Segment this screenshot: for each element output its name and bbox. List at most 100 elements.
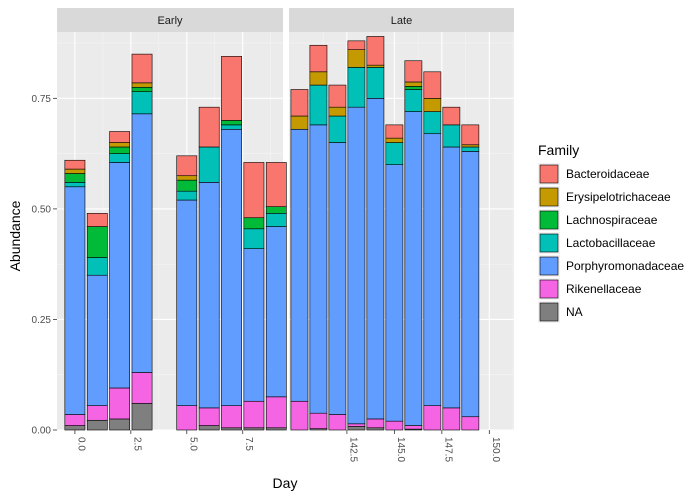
bar-stack xyxy=(176,155,198,431)
legend-swatch xyxy=(539,256,559,276)
legend-swatch xyxy=(539,279,559,299)
bar-segment-lactobacillaceae xyxy=(366,67,385,99)
bar-stack xyxy=(290,89,309,431)
x-axis-title: Day xyxy=(273,475,298,491)
legend-swatch xyxy=(539,187,559,207)
legend-item-lachnospiraceae: Lachnospiraceae xyxy=(538,209,658,231)
bar-segment-na xyxy=(64,425,86,431)
bar-segment-na xyxy=(243,427,265,431)
bar-segment-bacteroidaceae xyxy=(442,106,461,126)
bar-segment-bacteroidaceae xyxy=(404,60,423,83)
bar-segment-bacteroidaceae xyxy=(86,213,108,227)
bar-segment-erysipelotrichaceae xyxy=(290,115,309,130)
bar-segment-porphyromonadaceae xyxy=(243,248,265,402)
facet-strip-label: Late xyxy=(391,15,412,27)
x-tick-label: 147.5 xyxy=(442,437,453,462)
bar-segment-porphyromonadaceae xyxy=(309,124,328,414)
bar-segment-rikenellaceae xyxy=(243,400,265,429)
x-tick-label: 7.5 xyxy=(243,437,254,451)
legend-label: Erysipelotrichaceae xyxy=(566,190,671,204)
bar-segment-na xyxy=(366,427,385,431)
panel-early: Early xyxy=(57,8,287,431)
bar-segment-erysipelotrichaceae xyxy=(109,142,131,148)
bar-segment-bacteroidaceae xyxy=(385,124,404,139)
bar-segment-lactobacillaceae xyxy=(243,228,265,249)
bar-stack xyxy=(86,213,108,431)
bar-segment-erysipelotrichaceae xyxy=(64,168,86,174)
bar-segment-rikenellaceae xyxy=(423,405,442,431)
bar-segment-erysipelotrichaceae xyxy=(423,98,442,112)
bar-stack xyxy=(64,159,86,431)
bar-segment-na xyxy=(109,418,131,431)
bar-segment-erysipelotrichaceae xyxy=(328,106,347,117)
bar-segment-bacteroidaceae xyxy=(64,159,86,170)
bar-segment-erysipelotrichaceae xyxy=(131,82,153,88)
bar-stack xyxy=(366,36,385,431)
bar-segment-porphyromonadaceae xyxy=(442,146,461,409)
bar-segment-lachnospiraceae xyxy=(64,173,86,183)
bar-segment-porphyromonadaceae xyxy=(347,106,366,425)
bar-segment-bacteroidaceae xyxy=(423,71,442,99)
x-tick-label: 145.0 xyxy=(395,437,406,462)
legend-swatch xyxy=(539,210,559,230)
bar-segment-bacteroidaceae xyxy=(328,84,347,108)
bar-stack xyxy=(442,106,461,431)
legend-swatch xyxy=(539,233,559,253)
bar-segment-rikenellaceae xyxy=(64,414,86,426)
legend-label: NA xyxy=(566,305,583,319)
bar-segment-rikenellaceae xyxy=(176,405,198,431)
bar-stack xyxy=(385,124,404,431)
bar-segment-bacteroidaceae xyxy=(221,56,242,121)
bar-segment-lactobacillaceae xyxy=(328,115,347,143)
bar-segment-lachnospiraceae xyxy=(176,179,198,192)
bar-segment-erysipelotrichaceae xyxy=(461,144,480,148)
x-tick-label: 2.5 xyxy=(131,437,142,451)
bar-segment-rikenellaceae xyxy=(404,425,423,430)
y-tick-label: 0.25 xyxy=(32,315,52,326)
bar-stack xyxy=(243,162,265,431)
bar-segment-bacteroidaceae xyxy=(309,44,328,73)
bar-segment-erysipelotrichaceae xyxy=(309,71,328,86)
legend-label: Porphyromonadaceae xyxy=(566,259,684,273)
bar-segment-bacteroidaceae xyxy=(347,40,366,50)
legend-swatch xyxy=(539,164,559,184)
bar-segment-lactobacillaceae xyxy=(131,91,153,115)
bar-segment-porphyromonadaceae xyxy=(290,128,309,402)
bar-segment-lactobacillaceae xyxy=(86,257,108,276)
bar-segment-porphyromonadaceae xyxy=(404,111,423,426)
bar-segment-porphyromonadaceae xyxy=(385,164,404,422)
bar-segment-lactobacillaceae xyxy=(385,142,404,165)
bar-segment-lactobacillaceae xyxy=(221,124,242,130)
bar-segment-porphyromonadaceae xyxy=(423,133,442,406)
facet-strip xyxy=(57,8,283,32)
bar-segment-lachnospiraceae xyxy=(86,226,108,258)
bar-segment-erysipelotrichaceae xyxy=(366,64,385,68)
bar-segment-bacteroidaceae xyxy=(290,89,309,117)
bar-segment-na xyxy=(265,427,287,431)
bar-segment-bacteroidaceae xyxy=(198,106,220,148)
bar-segment-na xyxy=(198,425,220,431)
bar-segment-erysipelotrichaceae xyxy=(176,175,198,181)
bar-segment-lactobacillaceae xyxy=(198,146,220,183)
bar-segment-porphyromonadaceae xyxy=(131,113,153,373)
bar-segment-bacteroidaceae xyxy=(131,53,153,84)
bar-segment-lactobacillaceae xyxy=(347,67,366,108)
bar-stack xyxy=(404,60,423,431)
x-tick-label: 150.0 xyxy=(490,437,501,462)
bar-stack xyxy=(109,131,131,431)
bar-stack xyxy=(309,44,328,431)
legend-title: Family xyxy=(538,142,579,158)
legend-swatch xyxy=(539,302,559,322)
legend-item-na: NA xyxy=(538,301,583,323)
bar-segment-lactobacillaceae xyxy=(176,190,198,201)
bar-segment-na xyxy=(221,427,242,431)
panel-late: Late xyxy=(289,8,514,431)
bar-segment-rikenellaceae xyxy=(265,396,287,429)
bar-segment-lachnospiraceae xyxy=(404,86,423,90)
bar-segment-porphyromonadaceae xyxy=(64,186,86,415)
bar-segment-erysipelotrichaceae xyxy=(404,81,423,87)
bar-segment-lactobacillaceae xyxy=(109,153,131,163)
legend-item-bacteroidaceae: Bacteroidaceae xyxy=(538,163,650,185)
bar-segment-bacteroidaceae xyxy=(176,155,198,177)
